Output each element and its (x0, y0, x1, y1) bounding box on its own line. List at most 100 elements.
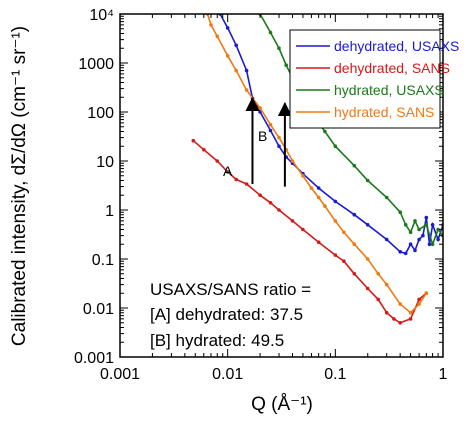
data-point-1-10 (301, 227, 305, 232)
y-tick-label: 0.001 (74, 350, 114, 367)
axis-ticks (119, 14, 443, 358)
data-point-0-11 (316, 186, 321, 190)
legend-label-0: dehydrated, USAXS (334, 38, 459, 54)
data-point-2-8 (323, 129, 327, 134)
y-tick-label: 1000 (78, 56, 114, 73)
data-point-0-20 (417, 237, 421, 242)
data-point-3-11 (301, 174, 305, 178)
x-axis-tick-labels: 0.001 0.01 0.1 1 (100, 366, 448, 383)
data-point-0-13 (352, 212, 357, 217)
x-tick-label: 0.01 (212, 366, 243, 383)
data-point-1-19 (398, 321, 403, 325)
data-point-3-3 (225, 54, 230, 58)
data-point-1-17 (384, 310, 389, 315)
plot-frame (119, 13, 444, 358)
data-point-3-15 (333, 219, 338, 223)
data-point-3-2 (215, 34, 219, 39)
ratio-a: [A] dehydrated: 37.5 (150, 305, 303, 324)
data-point-1-1 (202, 147, 206, 152)
data-point-0-1 (225, 26, 230, 30)
data-point-1-20 (408, 317, 413, 321)
data-point-1-2 (215, 159, 219, 163)
arrow-b-label: B (258, 128, 267, 144)
arrow-a-label: A (223, 163, 233, 179)
data-point-3-21 (398, 302, 403, 306)
data-point-0-5 (258, 110, 262, 114)
data-point-1-3 (225, 170, 230, 174)
data-point-3-12 (309, 186, 314, 190)
data-point-1-8 (277, 208, 281, 212)
data-point-1-15 (365, 286, 370, 291)
data-point-0-23 (427, 242, 432, 246)
y-tick-label: 100 (87, 105, 114, 122)
data-point-3-24 (424, 291, 429, 296)
data-point-3-14 (323, 204, 327, 208)
data-point-3-23 (417, 302, 421, 306)
data-point-3-16 (342, 230, 346, 235)
ratio-annotation: USAXS/SANS ratio = [A] dehydrated: 37.5 … (150, 280, 311, 350)
x-axis-label: Q (Å⁻¹) (251, 394, 313, 415)
ratio-title: USAXS/SANS ratio = (150, 280, 311, 299)
data-point-1-16 (376, 297, 381, 302)
data-point-0-12 (333, 199, 338, 204)
y-tick-label: 10 (96, 154, 114, 171)
data-point-0-6 (268, 128, 273, 133)
data-point-2-3 (284, 63, 289, 67)
data-point-0-25 (436, 237, 440, 242)
data-point-2-9 (333, 144, 338, 148)
data-point-3-5 (244, 88, 249, 92)
data-point-0-16 (398, 250, 403, 254)
data-point-2-14 (403, 223, 408, 227)
data-point-1-5 (244, 182, 249, 186)
data-point-3-13 (316, 195, 321, 200)
data-point-0-2 (234, 43, 238, 48)
data-point-2-10 (352, 163, 357, 168)
data-point-0-17 (403, 251, 408, 256)
data-point-3-10 (290, 159, 295, 163)
data-point-2-17 (417, 227, 421, 232)
series-layer (191, 14, 443, 325)
data-point-2-13 (398, 210, 403, 214)
data-point-0-19 (413, 248, 417, 253)
data-point-1-9 (290, 219, 295, 223)
data-point-3-19 (376, 272, 381, 276)
data-point-0-22 (424, 215, 429, 220)
x-tick-label: 1 (439, 366, 448, 383)
data-point-2-19 (430, 242, 435, 246)
data-point-0-18 (408, 242, 413, 246)
data-point-3-6 (258, 106, 262, 110)
data-point-0-7 (277, 144, 281, 148)
y-tick-label: 1 (105, 203, 114, 220)
data-point-1-4 (234, 177, 238, 182)
data-point-2-16 (413, 219, 417, 223)
y-axis-label: Calibrated intensity, dΣ/dΩ (cm⁻¹ sr⁻¹) (9, 26, 30, 346)
data-point-2-1 (268, 30, 273, 35)
data-point-1-6 (258, 193, 262, 197)
ratio-arrows (245, 96, 292, 187)
data-point-2-2 (277, 46, 281, 50)
legend-label-3: hydrated, SANS (334, 104, 434, 120)
data-point-0-14 (365, 223, 370, 227)
legend: dehydrated, USAXS dehydrated, SANS hydrate… (289, 29, 459, 129)
data-point-2-12 (384, 195, 389, 200)
data-point-1-11 (316, 240, 321, 244)
data-point-1-12 (333, 253, 338, 257)
data-point-3-22 (408, 310, 413, 315)
data-point-3-17 (352, 242, 357, 246)
y-tick-label: 10⁴ (89, 7, 114, 24)
data-point-3-1 (209, 23, 213, 27)
data-point-1-18 (392, 317, 396, 321)
y-axis-tick-labels: 0.001 0.01 0.1 1 10 100 1000 10⁴ (74, 7, 114, 367)
y-tick-label: 0.01 (83, 301, 114, 318)
data-point-2-15 (408, 230, 413, 235)
data-point-3-4 (234, 68, 238, 73)
x-tick-label: 0.001 (100, 366, 140, 383)
data-point-0-21 (421, 233, 425, 238)
data-point-2-11 (365, 178, 370, 183)
y-tick-label: 0.1 (92, 252, 114, 269)
data-point-1-7 (268, 201, 273, 205)
series-line-2 (259, 14, 443, 247)
data-point-1-0 (191, 138, 196, 143)
data-point-0-3 (244, 68, 249, 73)
